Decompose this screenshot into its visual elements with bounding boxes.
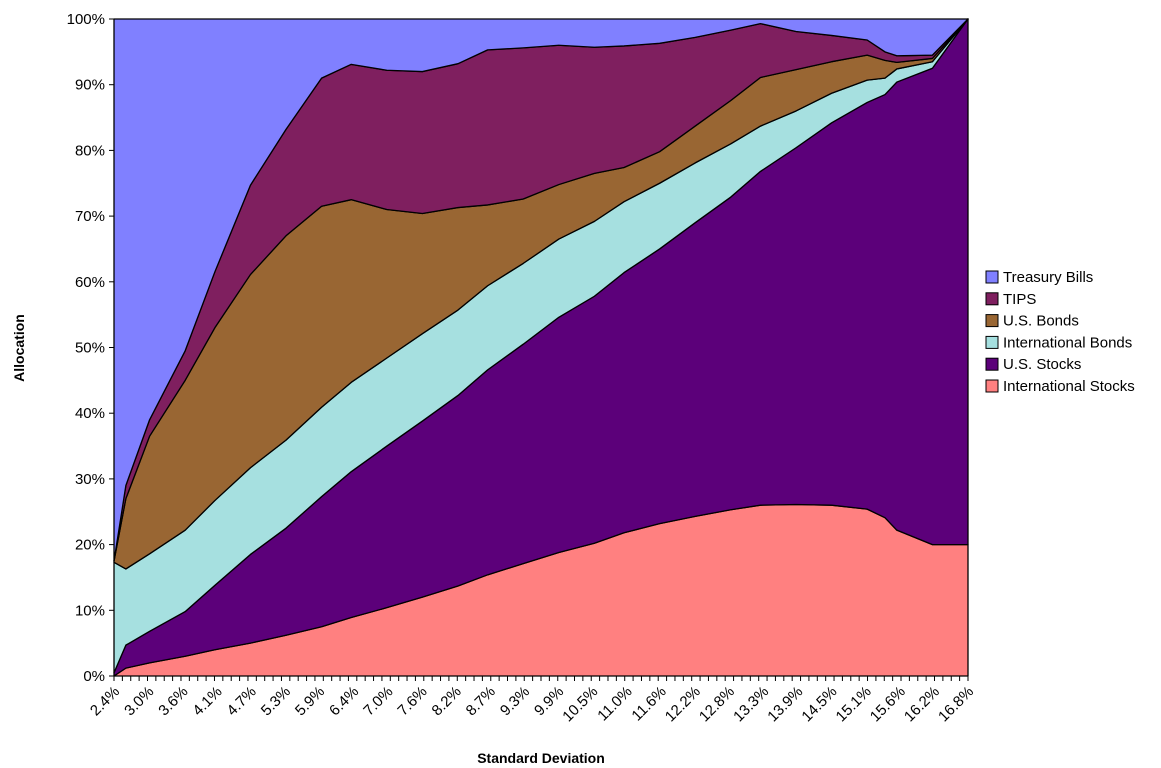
legend: Treasury Bills TIPS U.S. Bonds Internationa… [985,269,1135,395]
y-tick-label: 40% [75,405,105,422]
y-tick-label: 0% [83,668,105,685]
y-tick-label: 30% [75,471,105,488]
legend-label-u-s-bonds: U.S. Bonds [1003,313,1079,330]
area-treasury-bills [113,18,969,562]
x-axis-title: Standard Deviation [477,750,605,766]
legend-label-tips: TIPS [1003,291,1036,308]
y-tick-label: 10% [75,602,105,619]
y-axis-title: Allocation [11,314,27,382]
legend-label-international-bonds: International Bonds [1003,334,1132,351]
y-tick-label: 80% [75,142,105,159]
legend-swatch-u-s-bonds [985,314,999,328]
legend-label-treasury-bills: Treasury Bills [1003,269,1093,286]
legend-swatch-international-stocks [985,379,999,393]
legend-swatch-international-bonds [985,335,999,349]
y-tick-label: 90% [75,77,105,94]
legend-swatch-u-s-stocks [985,357,999,371]
legend-swatch-treasury-bills [985,270,999,284]
legend-label-international-stocks: International Stocks [1003,378,1135,395]
y-tick-label: 60% [75,274,105,291]
y-tick-label: 70% [75,208,105,225]
legend-swatch-tips [985,292,999,306]
area-series-group [113,18,969,677]
legend-label-u-s-stocks: U.S. Stocks [1003,356,1081,373]
y-tick-label: 20% [75,537,105,554]
y-tick-label: 100% [67,11,105,28]
y-axis: 0% 10% 20% 30% 40% 50% 60% 70% 80% 90% 100% [67,11,115,685]
y-tick-label: 50% [75,340,105,357]
